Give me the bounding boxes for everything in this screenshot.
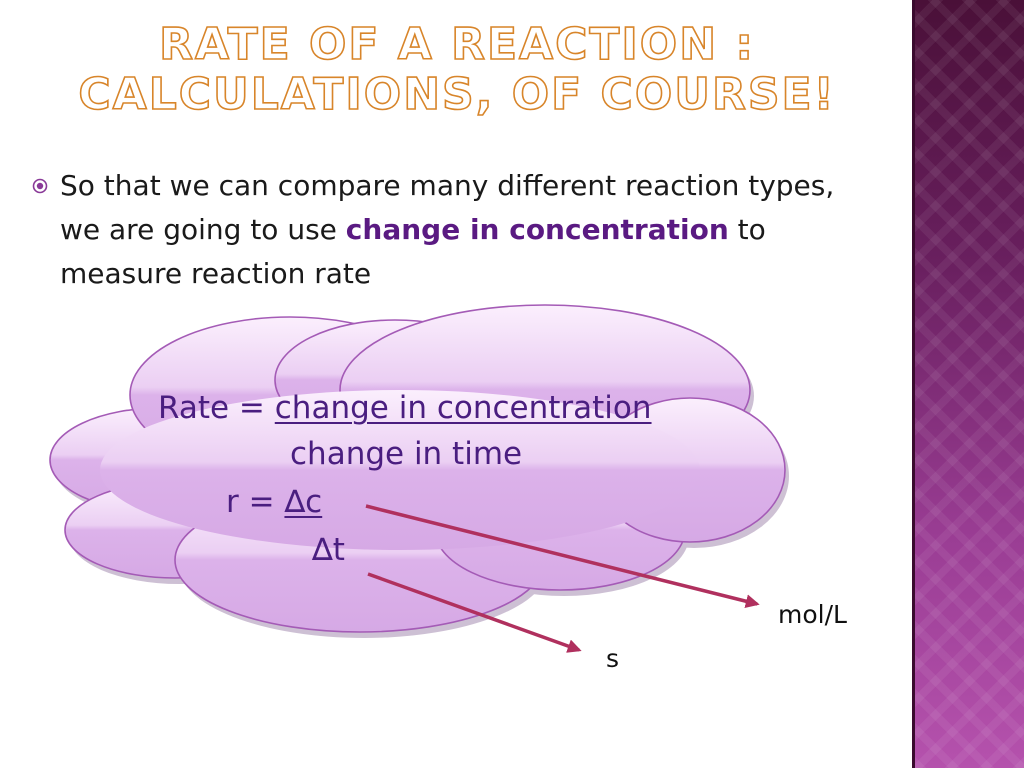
- rate-label: Rate =: [158, 390, 275, 426]
- bullet-text-after: to measure reaction rate: [60, 213, 766, 290]
- rate-denominator: change in time: [290, 436, 523, 472]
- rate-numerator: change in concentration: [274, 390, 652, 426]
- slide-title: Rate of a Reaction : Calculations, of co…: [60, 19, 854, 121]
- bullet-text: So that we can compare many different re…: [60, 164, 880, 296]
- thought-cloud: [49, 304, 789, 653]
- title-line-2: Calculations, of course!: [78, 69, 836, 121]
- arrow-concentration: [365, 504, 760, 609]
- bullet-text-before: So that we can compare many different re…: [60, 169, 835, 246]
- side-band-pattern: [915, 0, 1024, 768]
- unit-time: s: [606, 644, 620, 673]
- delta-equation-line: r = ∆c: [226, 482, 322, 522]
- target-bullet-icon: [32, 178, 48, 194]
- rate-numerator-line: Rate = change in concentration: [158, 388, 652, 428]
- delta-t: ∆t: [312, 532, 345, 568]
- side-decoration-band: [912, 0, 1024, 768]
- unit-concentration: mol/L: [778, 600, 847, 629]
- bullet-highlight: change in concentration: [345, 213, 729, 246]
- side-band-edge: [912, 0, 915, 768]
- r-equals: r =: [226, 484, 285, 520]
- title-line-1: Rate of a Reaction :: [158, 19, 755, 71]
- delta-c: ∆c: [284, 484, 323, 520]
- bullet-item: So that we can compare many different re…: [30, 164, 880, 296]
- arrow-time: [367, 572, 582, 653]
